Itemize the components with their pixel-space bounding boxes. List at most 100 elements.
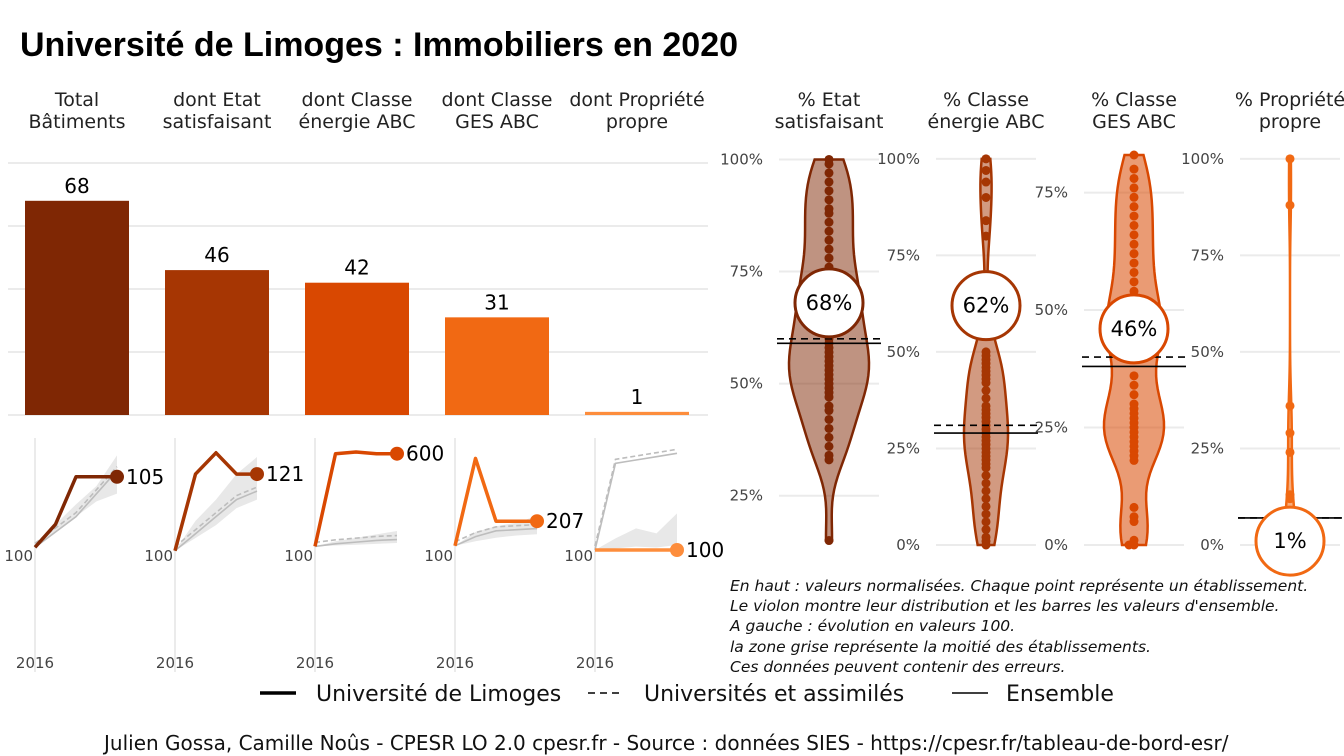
y-tick-label: 25% bbox=[1191, 439, 1224, 457]
y-tick-label: 100% bbox=[720, 150, 763, 168]
column-header: % Etat bbox=[798, 89, 861, 111]
y-tick-label: 75% bbox=[1191, 246, 1224, 264]
establishment-point bbox=[1129, 517, 1139, 527]
bar bbox=[305, 282, 409, 415]
establishment-point bbox=[1285, 154, 1295, 164]
chart-title: Université de Limoges : Immobiliers en 2… bbox=[20, 26, 738, 64]
ensemble-trend-line bbox=[314, 538, 398, 548]
establishment-point bbox=[1129, 267, 1139, 277]
column-header: énergie ABC bbox=[299, 111, 416, 133]
university-value-label: 62% bbox=[963, 294, 1010, 318]
establishment-point bbox=[1129, 249, 1139, 259]
establishment-point bbox=[981, 501, 991, 511]
bar bbox=[445, 317, 549, 415]
column-header: dont Classe bbox=[442, 89, 553, 111]
bar-value-label: 31 bbox=[484, 290, 509, 314]
y-tick-label: 0% bbox=[1044, 536, 1068, 554]
end-point bbox=[530, 514, 544, 529]
column-header: Total bbox=[54, 89, 99, 111]
establishment-point bbox=[824, 441, 834, 451]
university-marker bbox=[1254, 505, 1326, 577]
end-value-label: 600 bbox=[406, 442, 444, 466]
end-value-label: 121 bbox=[266, 462, 304, 486]
interquartile-band bbox=[595, 513, 677, 550]
establishment-point bbox=[981, 517, 991, 527]
y-tick-label: 75% bbox=[887, 246, 920, 264]
column-header: % Propriété bbox=[1235, 89, 1344, 111]
establishment-point bbox=[981, 540, 991, 550]
university-marker bbox=[950, 270, 1022, 342]
x-tick-label: 2016 bbox=[16, 654, 54, 672]
legend: Université de Limoges Universités et ass… bbox=[260, 682, 1114, 707]
establishment-point bbox=[1129, 173, 1139, 183]
universites-trend-line bbox=[454, 523, 538, 543]
source-caption: Julien Gossa, Camille Noûs - CPESR LO 2.… bbox=[102, 731, 1229, 755]
establishment-point bbox=[824, 423, 834, 433]
establishment-point bbox=[1129, 258, 1139, 268]
establishment-point bbox=[1285, 200, 1295, 210]
x-tick-label: 2016 bbox=[436, 654, 474, 672]
establishment-point bbox=[981, 525, 991, 535]
establishment-point bbox=[824, 244, 834, 254]
base-value-label: 100 bbox=[284, 547, 313, 565]
bar bbox=[25, 200, 129, 415]
y-tick-label: 0% bbox=[896, 536, 920, 554]
establishment-point bbox=[824, 226, 834, 236]
establishment-point bbox=[824, 186, 834, 196]
establishment-point bbox=[1129, 277, 1139, 287]
establishment-point bbox=[1129, 239, 1139, 249]
establishment-point bbox=[1285, 401, 1295, 411]
legend-label-ensemble: Ensemble bbox=[1006, 682, 1114, 707]
establishment-point bbox=[981, 192, 991, 202]
establishment-point bbox=[1129, 390, 1139, 400]
bar-value-label: 1 bbox=[631, 385, 644, 409]
column-header: % Classe bbox=[1091, 89, 1177, 111]
establishment-point bbox=[1129, 150, 1139, 160]
note-line: Ces données peuvent contenir des erreurs… bbox=[730, 658, 1065, 676]
y-tick-label: 75% bbox=[1035, 184, 1068, 202]
column-header: dont Classe bbox=[302, 89, 413, 111]
column-header: GES ABC bbox=[455, 111, 539, 133]
y-tick-label: 100% bbox=[877, 150, 920, 168]
notes-block: En haut : valeurs normalisées. Chaque po… bbox=[729, 577, 1308, 676]
column-header: propre bbox=[1259, 111, 1321, 133]
establishment-point bbox=[824, 406, 834, 416]
universite-line bbox=[313, 450, 397, 547]
establishment-point bbox=[981, 378, 991, 388]
legend-label-universites: Universités et assimilés bbox=[644, 682, 904, 707]
establishment-point bbox=[981, 386, 991, 396]
establishment-point bbox=[824, 177, 834, 187]
ensemble-trend-line bbox=[34, 470, 118, 548]
establishment-point bbox=[1285, 447, 1295, 457]
ensemble-trend-line bbox=[594, 452, 678, 551]
x-tick-label: 2016 bbox=[296, 654, 334, 672]
university-marker bbox=[1098, 293, 1170, 365]
column-header: GES ABC bbox=[1092, 111, 1176, 133]
end-value-label: 100 bbox=[686, 538, 724, 562]
universites-trend-line bbox=[314, 534, 398, 544]
y-tick-label: 50% bbox=[887, 343, 920, 361]
establishment-point bbox=[824, 168, 834, 178]
y-tick-label: 75% bbox=[730, 263, 763, 281]
ensemble-trend-line bbox=[454, 527, 538, 547]
legend-label-universite: Université de Limoges bbox=[316, 682, 561, 707]
note-line: En haut : valeurs normalisées. Chaque po… bbox=[730, 577, 1308, 595]
establishment-point bbox=[1129, 502, 1139, 512]
base-value-label: 100 bbox=[144, 547, 173, 565]
university-value-label: 68% bbox=[806, 291, 853, 315]
y-tick-label: 50% bbox=[1035, 301, 1068, 319]
universite-line bbox=[33, 475, 117, 549]
establishment-point bbox=[1129, 211, 1139, 221]
y-tick-label: 25% bbox=[1035, 419, 1068, 437]
end-value-label: 105 bbox=[126, 465, 164, 489]
end-point bbox=[670, 543, 684, 557]
column-header: % Classe bbox=[943, 89, 1029, 111]
establishment-point bbox=[1124, 540, 1134, 550]
establishment-point bbox=[824, 253, 834, 263]
x-tick-label: 2016 bbox=[156, 654, 194, 672]
establishment-point bbox=[824, 235, 834, 245]
university-value-label: 46% bbox=[1111, 317, 1158, 341]
establishment-point bbox=[824, 432, 834, 442]
